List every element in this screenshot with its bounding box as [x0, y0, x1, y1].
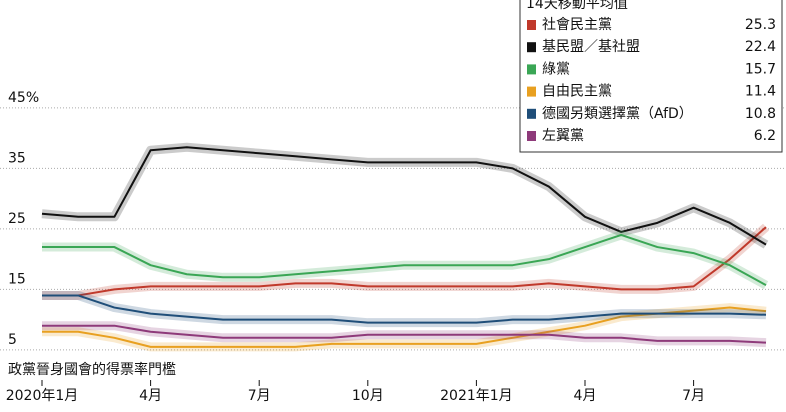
legend-value: 25.3	[745, 17, 776, 33]
legend-label: 自由民主黨	[542, 84, 612, 100]
legend-value: 22.4	[745, 39, 776, 55]
series-line	[42, 324, 767, 344]
legend-value: 10.8	[745, 106, 776, 122]
x-tick-label: 2020年1月	[6, 388, 79, 404]
x-tick-label: 10月	[352, 388, 384, 404]
legend-swatch	[527, 42, 536, 53]
legend-label: 德國另類選擇黨（AfD）	[542, 106, 693, 122]
legend-swatch	[527, 86, 536, 97]
legend-label: 左翼黨	[542, 128, 584, 144]
legend-label: 綠黨	[542, 61, 570, 77]
legend-swatch	[527, 131, 536, 141]
legend-value: 15.7	[745, 61, 776, 77]
series-halo	[42, 290, 767, 328]
y-tick-label: 45%	[8, 90, 39, 106]
series-line	[42, 226, 767, 297]
legend-title: 14天移動平均值	[526, 0, 628, 12]
y-tick-label: 15	[8, 271, 26, 287]
series-halo	[42, 230, 769, 290]
series-line	[42, 233, 767, 287]
legend-swatch	[527, 64, 536, 75]
legend-value: 11.4	[745, 84, 776, 100]
legend-value: 6.2	[754, 128, 776, 144]
series-line	[41, 146, 767, 246]
x-tick-label: 2021年1月	[440, 388, 513, 404]
legend-label: 基民盟／基社盟	[542, 38, 640, 55]
annotation: 政黨晉身國會的得票率門檻	[8, 361, 176, 378]
legend-box	[519, 0, 783, 153]
y-tick-label: 25	[8, 211, 26, 227]
legend-swatch	[527, 20, 536, 30]
series-line	[42, 294, 767, 324]
series-line	[42, 306, 767, 348]
x-tick-label: 7月	[248, 388, 271, 404]
x-tick-label: 4月	[574, 388, 597, 404]
x-tick-label: 7月	[682, 388, 705, 404]
x-tick-label: 4月	[139, 388, 162, 404]
legend-swatch	[527, 108, 536, 119]
y-tick-label: 35	[8, 150, 26, 166]
legend-label: 社會民主黨	[542, 17, 612, 33]
y-tick-label: 5	[8, 332, 17, 348]
